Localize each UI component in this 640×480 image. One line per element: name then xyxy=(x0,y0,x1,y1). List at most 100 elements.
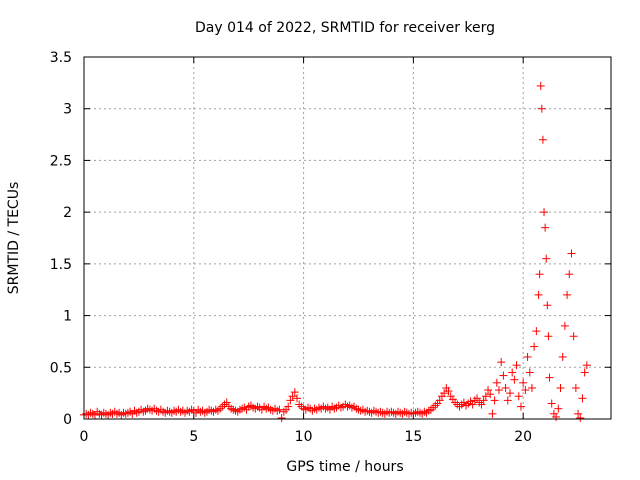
data-point xyxy=(358,405,367,414)
plot-frame xyxy=(83,56,612,420)
data-point xyxy=(571,383,580,392)
data-point xyxy=(170,406,179,415)
data-point xyxy=(523,352,532,361)
data-point xyxy=(152,406,161,415)
data-point xyxy=(123,408,132,417)
y-tick-label: 2.5 xyxy=(50,153,72,169)
data-point xyxy=(495,386,504,395)
data-point xyxy=(457,400,466,409)
data-point xyxy=(512,361,521,370)
data-point xyxy=(484,386,493,395)
data-point xyxy=(255,403,264,412)
chart-title: Day 014 of 2022, SRMTID for receiver ker… xyxy=(195,20,495,36)
y-tick-label: 0 xyxy=(63,412,72,428)
data-point xyxy=(547,399,556,408)
data-point xyxy=(106,408,115,417)
data-point xyxy=(535,270,544,279)
data-point xyxy=(499,371,508,380)
data-point xyxy=(440,389,449,398)
data-point xyxy=(537,104,546,113)
y-tick-label: 2 xyxy=(63,205,72,221)
data-point xyxy=(532,327,541,336)
data-point xyxy=(540,208,549,217)
y-tick-label: 3.5 xyxy=(50,50,72,66)
data-point xyxy=(475,398,484,407)
data-point xyxy=(543,301,552,310)
data-point xyxy=(455,402,464,411)
data-point xyxy=(514,392,523,401)
data-point xyxy=(490,396,499,405)
data-point xyxy=(582,361,591,370)
data-point xyxy=(444,387,453,396)
data-point xyxy=(580,368,589,377)
data-point xyxy=(576,413,585,422)
data-point xyxy=(220,400,229,409)
data-point xyxy=(563,290,572,299)
data-point xyxy=(271,404,280,413)
data-point xyxy=(292,394,301,403)
data-point xyxy=(567,249,576,258)
y-tick-label: 0.5 xyxy=(50,360,72,376)
data-point xyxy=(516,402,525,411)
data-point xyxy=(176,407,185,416)
data-point xyxy=(492,378,501,387)
data-point xyxy=(273,406,282,415)
ticks: 0 5 10 15 20 0 0.5 1 1.5 2 2.5 3 3.5 xyxy=(50,50,611,445)
data-point xyxy=(534,290,543,299)
data-point xyxy=(112,409,121,418)
data-point xyxy=(486,390,495,399)
data-point xyxy=(189,406,198,415)
data-point xyxy=(536,81,545,90)
data-point xyxy=(295,400,304,409)
data-point xyxy=(569,332,578,341)
data-point xyxy=(198,406,207,415)
data-point xyxy=(574,409,583,418)
data-point xyxy=(519,378,528,387)
data-point xyxy=(369,406,378,415)
data-point xyxy=(286,396,295,405)
data-point xyxy=(240,403,249,412)
data-point xyxy=(505,389,514,398)
data-point xyxy=(279,407,288,416)
data-point xyxy=(321,404,330,413)
data-point xyxy=(560,321,569,330)
data-point xyxy=(578,394,587,403)
data-point xyxy=(488,409,497,418)
data-point xyxy=(545,373,554,382)
x-tick-label: 20 xyxy=(514,429,532,445)
data-point xyxy=(420,407,429,416)
data-point xyxy=(481,392,490,401)
data-point xyxy=(527,383,536,392)
data-point xyxy=(400,407,409,416)
data-points xyxy=(80,81,591,422)
data-point xyxy=(479,396,488,405)
data-point xyxy=(231,406,240,415)
x-tick-label: 0 xyxy=(80,429,89,445)
x-tick-label: 15 xyxy=(404,429,422,445)
data-point xyxy=(541,223,550,232)
data-point xyxy=(435,396,444,405)
data-point xyxy=(544,332,553,341)
data-point xyxy=(542,254,551,263)
data-point xyxy=(554,404,563,413)
data-point xyxy=(290,388,299,397)
data-point xyxy=(473,394,482,403)
data-point xyxy=(380,409,389,418)
data-point xyxy=(185,407,194,416)
data-point xyxy=(86,408,95,417)
y-tick-label: 3 xyxy=(63,102,72,118)
data-point xyxy=(468,400,477,409)
data-point xyxy=(503,396,512,405)
data-point xyxy=(323,403,332,412)
data-point xyxy=(284,402,293,411)
data-point xyxy=(222,398,231,407)
data-point xyxy=(521,386,530,395)
data-point xyxy=(497,358,506,367)
y-tick-label: 1 xyxy=(63,309,72,325)
data-point xyxy=(213,406,222,415)
y-axis-label: SRMTID / TECUs xyxy=(6,182,22,295)
x-tick-label: 5 xyxy=(189,429,198,445)
data-point xyxy=(508,368,517,377)
x-axis-label: GPS time / hours xyxy=(286,459,403,475)
